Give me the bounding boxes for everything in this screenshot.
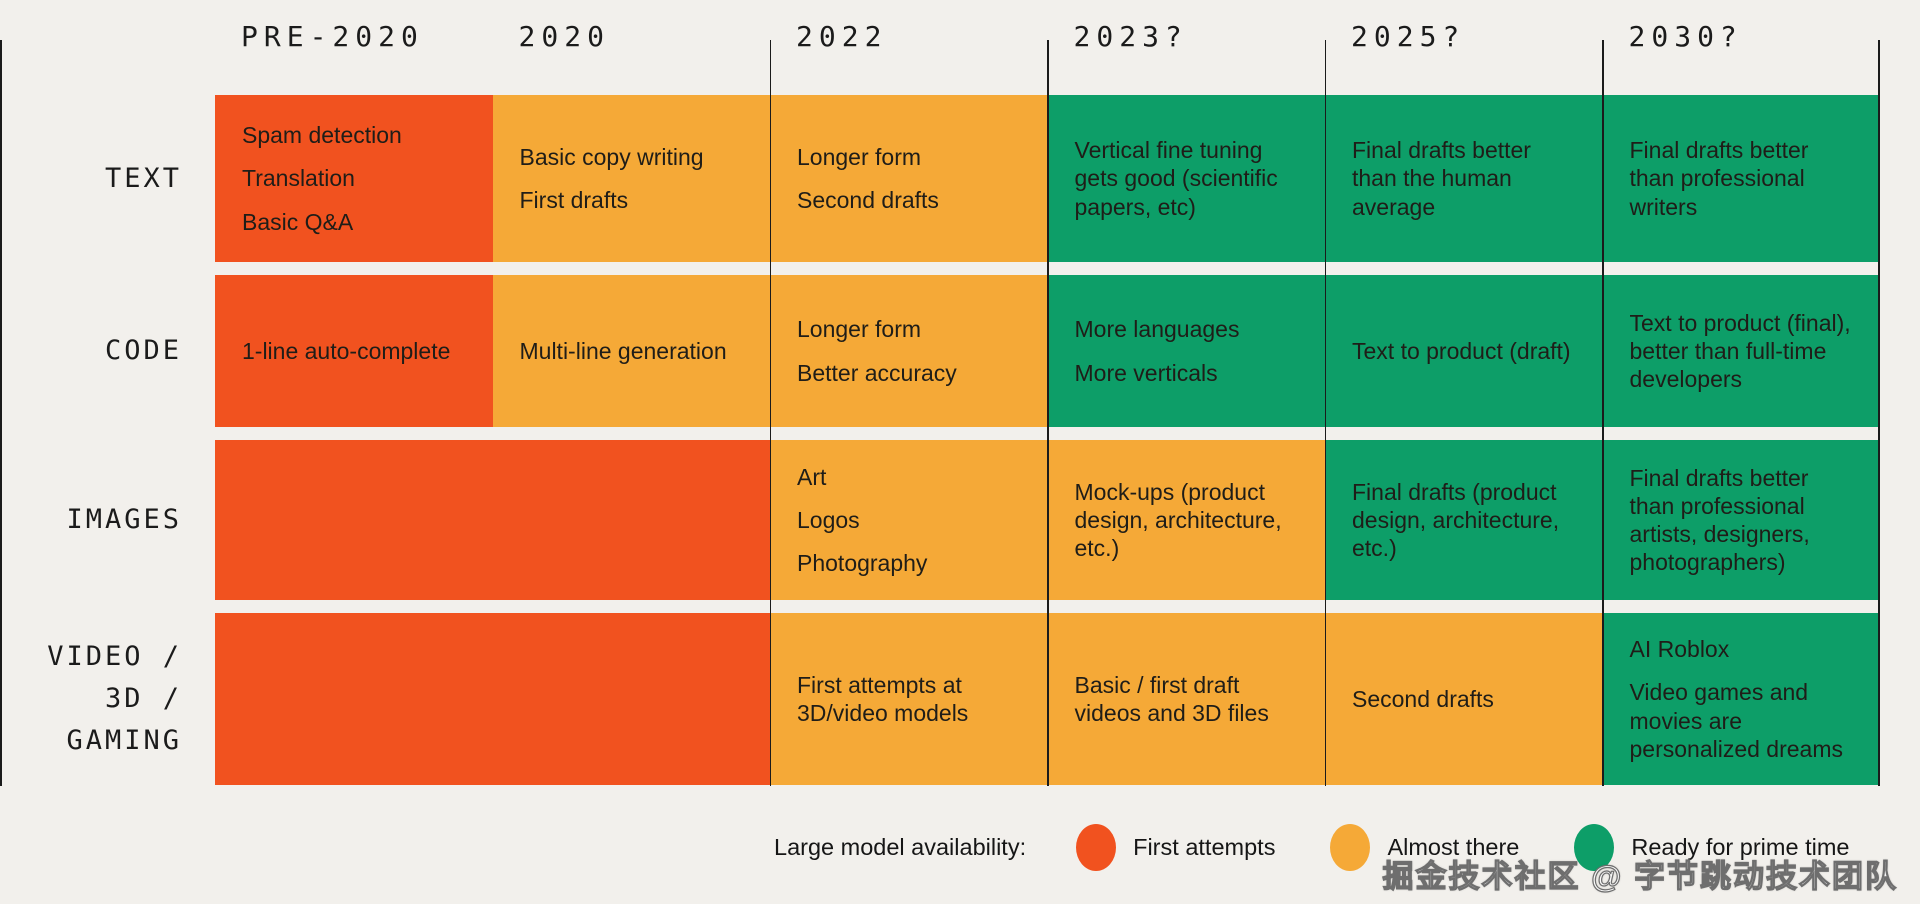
table-cell-first-attempts: Spam detection Translation Basic Q&A	[215, 95, 493, 262]
cell-item-text: Basic Q&A	[242, 208, 354, 235]
table-cell-ready-for-prime-time: Text to product (draft)	[1325, 275, 1603, 427]
table-cell-first-attempts	[492, 613, 770, 785]
legend-first-attempts-dot-icon	[1076, 823, 1117, 871]
cell-item-text: AI Roblox	[1629, 636, 1730, 663]
cell-item-text: First attempts at 3D/video models	[797, 671, 969, 726]
table-cell-ready-for-prime-time: Vertical fine tuning gets good (scientif…	[1047, 95, 1325, 262]
cell-item-text: Photography	[797, 550, 928, 577]
cell-item-text: Longer form	[797, 143, 922, 170]
column-header: PRE-2020	[241, 20, 424, 53]
table-cell-almost-there: Second drafts	[1325, 613, 1603, 785]
cell-item-text: Second drafts	[797, 187, 939, 213]
row-label: VIDEO /3D / GAMING	[47, 641, 182, 756]
cell-item-text: Final drafts better than professional wr…	[1629, 137, 1809, 220]
cell-item-text: Multi-line generation	[519, 337, 727, 364]
cell-item-text: More languages	[1074, 316, 1240, 343]
column-header: 2020	[518, 20, 610, 53]
cell-item-text: Basic / first draft videos and 3D files	[1074, 671, 1269, 726]
row-label: TEXT	[104, 162, 182, 194]
table-cell-almost-there: Basic copy writing First drafts	[492, 95, 770, 262]
cell-item-text: 1-line auto-complete	[242, 337, 451, 364]
legend-title: Large model availability:	[774, 833, 1027, 860]
cell-item-text: Final drafts (product design, architectu…	[1352, 478, 1560, 562]
cell-item-text: Art	[797, 463, 827, 490]
cell-item-text: Translation	[242, 165, 355, 192]
cell-item-text: Longer form	[797, 316, 922, 343]
column-divider-line	[1047, 40, 1049, 786]
table-cell-almost-there: Multi-line generation	[492, 275, 770, 427]
table-cell-ready-for-prime-time: Final drafts better than professional wr…	[1602, 95, 1880, 262]
legend-entry: First attempts	[1076, 823, 1276, 871]
table-cell-almost-there: Longer form Second drafts	[770, 95, 1048, 262]
column-header: 2023?	[1073, 20, 1188, 53]
table-cell-ready-for-prime-time: Text to product (final), better than ful…	[1602, 275, 1880, 427]
table-cell-almost-there: Art Logos Photography	[770, 440, 1048, 600]
cell-item-text: Video games and movies are personalized …	[1629, 679, 1844, 762]
cell-item-text: Better accuracy	[797, 359, 957, 386]
legend-entry-label: Almost there	[1387, 833, 1520, 860]
cell-item-text: Text to product (final), better than ful…	[1629, 309, 1851, 393]
column-header: 2022	[796, 20, 888, 53]
cell-item-text: Text to product (draft)	[1352, 337, 1571, 364]
column-divider-line	[1878, 40, 1880, 786]
table-cell-ready-for-prime-time: More languages More verticals	[1047, 275, 1325, 427]
column-header: 2030?	[1628, 20, 1743, 53]
table-cell-almost-there: Longer form Better accuracy	[770, 275, 1048, 427]
row-label: IMAGES	[66, 504, 182, 536]
table-cell-first-attempts	[492, 440, 770, 600]
cell-item-text: Final drafts better than professional ar…	[1629, 464, 1810, 576]
table-cell-first-attempts	[215, 613, 493, 785]
table-cell-first-attempts	[215, 440, 493, 600]
cell-item-text: Second drafts	[1352, 685, 1494, 712]
cell-item-text: Spam detection	[242, 122, 402, 149]
cell-item-text: First drafts	[519, 187, 629, 213]
column-divider-line	[1602, 40, 1604, 786]
watermark: 掘金技术社区 @ 字节跳动技术团队	[1382, 858, 1898, 894]
legend: Large model availability: First attempts…	[774, 818, 1849, 876]
table-cell-ready-for-prime-time: Final drafts (product design, architectu…	[1325, 440, 1603, 600]
table-cell-ready-for-prime-time: AI Roblox Video games and movies are pers…	[1602, 613, 1880, 785]
cell-item-text: Final drafts better than the human avera…	[1352, 137, 1531, 220]
cell-item-text: More verticals	[1074, 359, 1218, 386]
cell-item-text: Mock-ups (product design, architecture, …	[1074, 478, 1282, 562]
cell-item-text: Vertical fine tuning gets good (scientif…	[1074, 137, 1278, 220]
table-cell-ready-for-prime-time: Final drafts better than professional ar…	[1602, 440, 1880, 600]
table-cell-first-attempts: 1-line auto-complete	[215, 275, 493, 427]
table-cell-almost-there: Basic / first draft videos and 3D files	[1047, 613, 1325, 785]
table-corner-spacer	[0, 0, 215, 82]
legend-almost-there-dot-icon	[1330, 823, 1371, 871]
table-cell-ready-for-prime-time: Final drafts better than the human avera…	[1325, 95, 1603, 262]
legend-ready-for-prime-time-dot-icon	[1574, 823, 1615, 871]
column-header: 2025?	[1351, 20, 1466, 53]
cell-item-text: Logos	[797, 506, 860, 533]
legend-entry: Almost there	[1330, 823, 1520, 871]
legend-entry-label: Ready for prime time	[1631, 833, 1850, 860]
column-divider-line	[769, 40, 771, 786]
table-right-border-line	[0, 40, 2, 786]
legend-entry-label: First attempts	[1133, 833, 1276, 860]
table-cell-almost-there: Mock-ups (product design, architecture, …	[1047, 440, 1325, 600]
capability-table: PRE-2020 2020 2022 2023? 2025? 2030? TEXT Spam …	[0, 0, 1880, 785]
cell-item-text: Basic copy writing	[519, 143, 704, 170]
legend-entry: Ready for prime time	[1574, 823, 1850, 871]
column-divider-line	[1324, 40, 1326, 786]
table-cell-almost-there: First attempts at 3D/video models	[770, 613, 1048, 785]
row-label: CODE	[104, 335, 182, 367]
